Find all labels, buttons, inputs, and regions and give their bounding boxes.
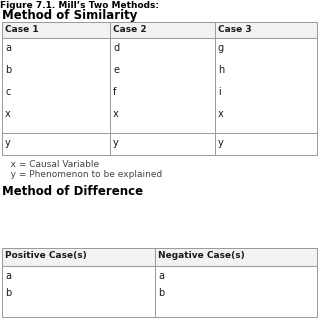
Text: d: d [113, 43, 119, 53]
Text: Case 2: Case 2 [113, 25, 147, 34]
Text: Positive Case(s): Positive Case(s) [5, 251, 87, 260]
Text: y = Phenomenon to be explained: y = Phenomenon to be explained [2, 170, 162, 179]
Text: a: a [158, 271, 164, 281]
Text: b: b [158, 288, 164, 298]
Text: x: x [5, 109, 11, 119]
Text: a: a [5, 271, 11, 281]
Bar [2, 22, 110, 38]
Text: Negative Case(s): Negative Case(s) [158, 251, 245, 260]
Text: g: g [218, 43, 224, 53]
Text: Method of Similarity: Method of Similarity [2, 9, 137, 22]
Text: h: h [218, 65, 224, 75]
Bar [110, 133, 215, 155]
Bar [215, 22, 317, 38]
Text: x: x [218, 109, 224, 119]
Text: x: x [113, 109, 119, 119]
Bar [2, 133, 110, 155]
Text: Method of Difference: Method of Difference [2, 185, 143, 198]
Text: i: i [218, 87, 221, 97]
Bar [215, 133, 317, 155]
Bar [2, 266, 155, 317]
Text: y: y [5, 138, 11, 148]
Bar [2, 38, 110, 133]
Text: Case 3: Case 3 [218, 25, 252, 34]
Text: f: f [113, 87, 116, 97]
Bar [155, 266, 317, 317]
Text: y: y [113, 138, 119, 148]
Bar [2, 248, 155, 266]
Text: c: c [5, 87, 11, 97]
Text: Case 1: Case 1 [5, 25, 39, 34]
Text: e: e [113, 65, 119, 75]
Text: y: y [218, 138, 224, 148]
Bar [110, 38, 215, 133]
Bar [215, 38, 317, 133]
Bar [110, 22, 215, 38]
Text: x = Causal Variable: x = Causal Variable [2, 160, 99, 169]
Text: b: b [5, 288, 11, 298]
Text: Figure 7.1. Mill’s Two Methods:: Figure 7.1. Mill’s Two Methods: [0, 1, 159, 10]
Text: b: b [5, 65, 11, 75]
Text: a: a [5, 43, 11, 53]
Bar [155, 248, 317, 266]
